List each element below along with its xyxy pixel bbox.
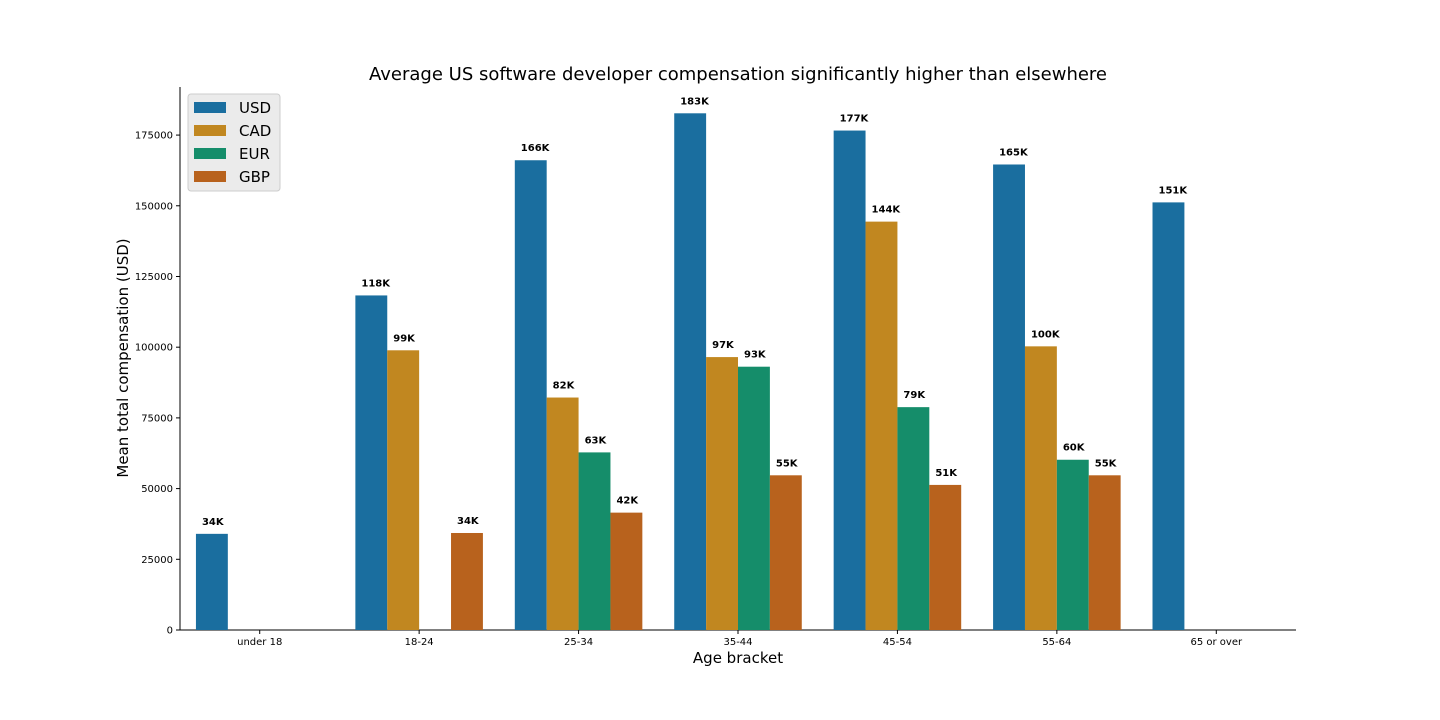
data-label: 97K: [712, 340, 735, 351]
x-tick-label: 35-44: [723, 637, 752, 648]
bar-eur: [738, 366, 770, 630]
data-label: 34K: [457, 516, 480, 527]
x-tick-label: 18-24: [405, 637, 434, 648]
bar-gbp: [1088, 475, 1121, 630]
legend-label-cad: CAD: [239, 122, 271, 140]
data-label: 63K: [585, 435, 608, 446]
x-tick-label: 65 or over: [1190, 637, 1243, 648]
y-tick-label: 150000: [135, 201, 173, 212]
bar-cad: [546, 397, 579, 630]
legend-box: [187, 93, 281, 192]
y-tick-label: 0: [167, 626, 173, 637]
bar-cad: [865, 221, 898, 630]
y-tick-label: 50000: [141, 484, 173, 495]
legend-label-gbp: GBP: [239, 168, 270, 186]
bar-gbp: [610, 512, 643, 630]
data-label: 93K: [744, 350, 767, 361]
data-label: 183K: [680, 96, 710, 107]
bar-eur: [1056, 459, 1089, 630]
x-tick-label: 55-64: [1042, 637, 1071, 648]
data-label: 99K: [393, 333, 416, 344]
bar-usd: [514, 160, 547, 630]
legend: USD CAD EUR GBP: [187, 93, 281, 192]
legend-swatch-gbp: [194, 171, 226, 182]
y-tick-label: 175000: [135, 131, 173, 142]
legend-label-eur: EUR: [239, 145, 270, 163]
y-tick-label: 125000: [135, 272, 173, 283]
x-axis-label: Age bracket: [693, 649, 783, 667]
bar-usd: [993, 164, 1025, 630]
data-label: 55K: [1095, 458, 1118, 469]
y-tick-label: 100000: [135, 343, 173, 354]
y-tick-label: 75000: [141, 413, 173, 424]
data-label: 165K: [999, 147, 1029, 158]
x-tick-label: 45-54: [883, 637, 912, 648]
x-tick-label: under 18: [237, 637, 282, 648]
data-label: 100K: [1031, 329, 1061, 340]
bar-gbp: [929, 484, 962, 630]
data-label: 82K: [553, 381, 576, 392]
bar-cad: [706, 357, 738, 630]
bar-cad: [387, 350, 420, 630]
bar-gbp: [451, 532, 483, 630]
data-label: 55K: [776, 458, 799, 469]
bar-usd: [674, 113, 707, 630]
data-label: 144K: [872, 205, 902, 216]
data-label: 118K: [361, 278, 391, 289]
bar-eur: [897, 407, 930, 630]
bar-usd: [355, 295, 388, 630]
data-label: 79K: [903, 390, 926, 401]
bar-eur: [578, 452, 611, 630]
bar-cad: [1024, 346, 1057, 630]
data-label: 34K: [202, 517, 225, 528]
legend-swatch-cad: [194, 125, 226, 136]
y-tick-label: 25000: [141, 555, 173, 566]
data-label: 166K: [521, 143, 551, 154]
data-label: 51K: [935, 468, 958, 479]
bar-gbp: [769, 475, 802, 630]
bar-usd: [833, 130, 866, 630]
plot-area: 0 25000 50000 75000 100000 125000 150000 175000…: [135, 87, 1296, 648]
bar-usd: [195, 533, 228, 630]
data-label: 177K: [840, 114, 870, 125]
chart-title: Average US software developer compensati…: [369, 64, 1107, 85]
y-axis-label: Mean total compensation (USD): [114, 238, 132, 477]
legend-swatch-eur: [194, 148, 226, 159]
data-label: 151K: [1159, 185, 1189, 196]
bar-usd: [1152, 202, 1185, 630]
data-label: 42K: [616, 496, 639, 507]
legend-swatch-usd: [194, 102, 226, 113]
data-label: 60K: [1063, 443, 1086, 454]
x-tick-label: 25-34: [564, 637, 593, 648]
legend-label-usd: USD: [239, 99, 271, 117]
